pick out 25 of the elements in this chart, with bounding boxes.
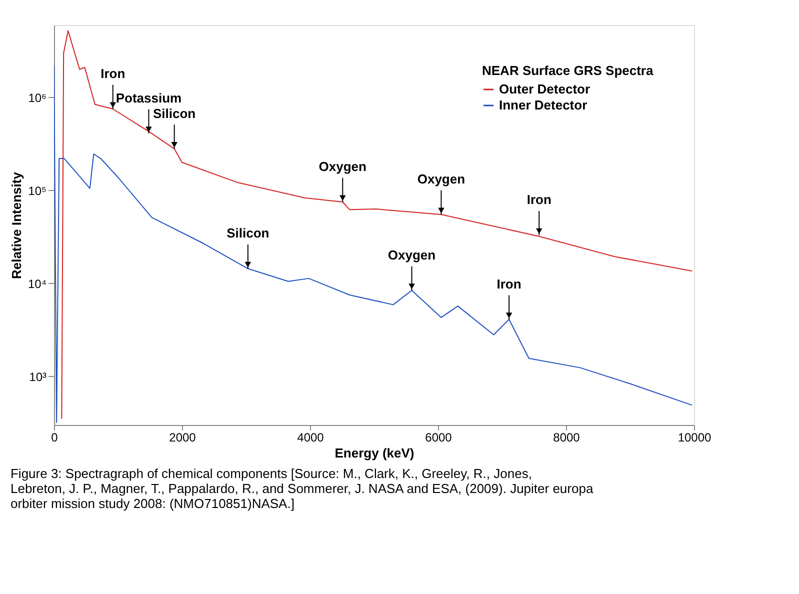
- y-tick-label: 10⁵: [28, 184, 47, 198]
- annotation: Silicon: [226, 226, 270, 241]
- caption: Figure 3: Spectragraph of chemical components [Source: M., Clark, K., Greeley, R., Jones, Lebreton, J. P., Magner, T., Pappalardo, R., and Sommerer, J. NASA and ESA, (2009). Jupiter europa orbiter mission study 2008: (NMO710851)NASA.]: [10, 466, 594, 511]
- y-axis-title: Relative Intensity: [8, 171, 24, 279]
- legend-title: NEAR Surface GRS Spectra: [482, 63, 654, 78]
- annotation: Iron: [526, 192, 552, 208]
- x-tick-label: 0: [51, 430, 58, 444]
- x-tick-label: 2000: [169, 430, 196, 444]
- x-tick-label: 10000: [678, 430, 712, 444]
- legend-label: Inner Detector: [499, 98, 588, 112]
- y-tick-label: 10⁶: [28, 90, 47, 105]
- annotation: Iron: [100, 66, 126, 82]
- annotation: Oxygen: [388, 248, 436, 263]
- annotation: Iron: [496, 276, 522, 292]
- x-tick-label: 8000: [553, 430, 580, 444]
- x-tick-label: 4000: [297, 430, 324, 444]
- annotation: Oxygen: [318, 159, 367, 174]
- y-tick-label: 10³: [29, 370, 47, 384]
- x-tick-label: 6000: [425, 430, 452, 444]
- legend-label: Outer Detector: [499, 82, 590, 96]
- annotation: Oxygen: [417, 172, 466, 187]
- annotation: Potassium: [116, 90, 182, 106]
- x-axis-title: Energy (keV): [334, 446, 414, 460]
- y-tick-label: 10⁴: [28, 276, 46, 291]
- annotation: Silicon: [153, 106, 196, 121]
